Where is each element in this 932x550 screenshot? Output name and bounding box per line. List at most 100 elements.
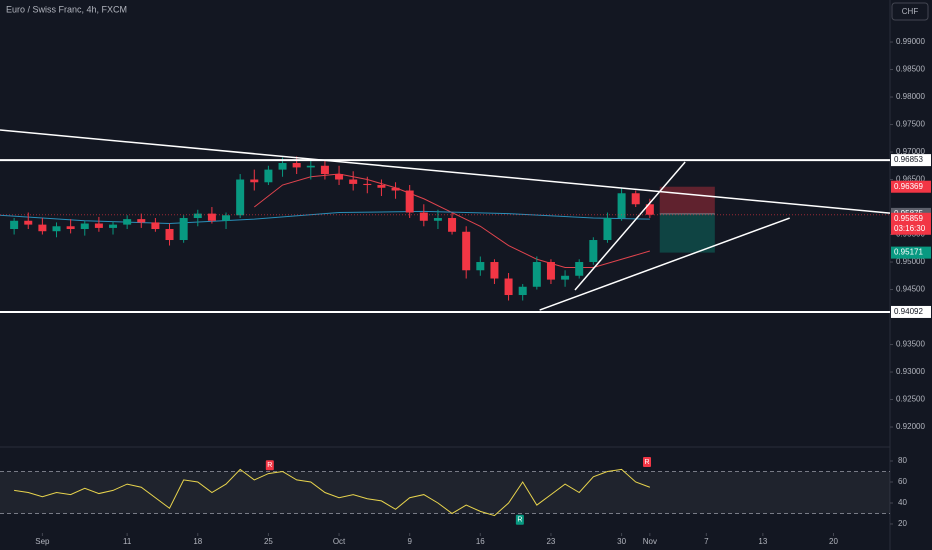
- candle-body: [109, 224, 118, 228]
- price-tag-label: 0.96369: [894, 182, 923, 191]
- divergence-label: R: [517, 517, 522, 524]
- level-label: 0.96853: [894, 155, 923, 164]
- candle-body: [278, 163, 287, 170]
- candle-body: [349, 179, 358, 184]
- candle-body: [419, 212, 428, 221]
- candle-body: [433, 218, 442, 221]
- candle-body: [645, 204, 654, 215]
- level-tag: [891, 305, 931, 318]
- candle-body: [561, 275, 570, 280]
- currency-button[interactable]: [891, 2, 929, 21]
- y-tick-label: 0.98500: [896, 65, 925, 74]
- y-tick-label: 0.93500: [896, 340, 925, 349]
- candle-body: [236, 179, 245, 216]
- x-tick-label: 20: [829, 537, 838, 546]
- candle-body: [363, 183, 372, 186]
- x-tick-label: 7: [704, 537, 709, 546]
- candle-body: [631, 193, 640, 205]
- candle-body: [518, 286, 527, 296]
- rsi-tick-label: 20: [898, 519, 907, 528]
- candle-body: [66, 226, 75, 230]
- candle-body: [94, 223, 103, 228]
- y-tick-label: 0.93000: [896, 367, 925, 376]
- x-tick-label: 23: [546, 537, 555, 546]
- candle-body: [38, 224, 47, 232]
- currency-label[interactable]: CHF: [902, 7, 919, 16]
- last-price-label: 0.95859: [894, 214, 923, 223]
- y-tick-label: 0.94500: [896, 285, 925, 294]
- trendline: [574, 161, 686, 291]
- stop-zone: [659, 186, 715, 214]
- candle-body: [462, 231, 471, 271]
- candle-body: [292, 163, 301, 168]
- x-tick-label: Oct: [333, 537, 346, 546]
- y-tick-label: 0.92000: [896, 422, 925, 431]
- y-tick-label: 0.96500: [896, 175, 925, 184]
- candle-body: [320, 165, 329, 175]
- rsi-tick-label: 80: [898, 456, 907, 465]
- y-tick-label: 0.99000: [896, 37, 925, 46]
- candle-body: [222, 215, 231, 221]
- candle-body: [377, 185, 386, 188]
- y-tick-label: 0.95000: [896, 257, 925, 266]
- candle-body: [10, 220, 19, 230]
- x-tick-label: 11: [123, 537, 132, 546]
- candle-body: [165, 229, 174, 241]
- level-label: 0.94092: [894, 307, 923, 316]
- candle-body: [391, 187, 400, 191]
- price-tag-label: 0.95171: [894, 248, 923, 257]
- candle-body: [575, 262, 584, 276]
- candle-body: [306, 165, 315, 168]
- candle-body: [504, 278, 513, 296]
- divergence-tag: [643, 457, 652, 468]
- divergence-tag: [515, 514, 524, 525]
- x-tick-label: 25: [264, 537, 273, 546]
- candle-body: [179, 218, 188, 241]
- rsi-tick-label: 40: [898, 498, 907, 507]
- level-tag: [891, 154, 931, 167]
- last-price-tag: [891, 212, 931, 235]
- x-tick-label: 9: [407, 537, 412, 546]
- candle-body: [137, 219, 146, 223]
- rsi-band: [0, 471, 890, 514]
- candle-body: [250, 179, 259, 183]
- trendline: [539, 217, 790, 311]
- divergence-label: R: [267, 462, 272, 469]
- x-tick-label: Nov: [643, 537, 657, 546]
- candle-body: [151, 222, 160, 230]
- candle-body: [448, 218, 457, 232]
- x-tick-label: 16: [476, 537, 485, 546]
- candle-body: [264, 169, 273, 183]
- candle-body: [405, 190, 414, 213]
- x-tick-label: Sep: [35, 537, 50, 546]
- x-tick-label: 13: [758, 537, 767, 546]
- x-tick-label: 30: [617, 537, 626, 546]
- candle-body: [603, 218, 612, 241]
- x-tick-label: 18: [193, 537, 202, 546]
- divergence-label: R: [644, 459, 649, 466]
- price-tag: [891, 180, 931, 193]
- candle-body: [123, 219, 132, 225]
- y-tick-label: 0.97500: [896, 120, 925, 129]
- countdown: 03:16:30: [894, 224, 926, 233]
- y-tick-label: 0.92500: [896, 395, 925, 404]
- y-tick-label: 0.97000: [896, 147, 925, 156]
- candle-body: [193, 213, 202, 219]
- candle-body: [52, 226, 61, 232]
- trendline: [0, 129, 891, 214]
- divergence-tag: [265, 460, 274, 471]
- candle-body: [80, 223, 89, 230]
- rsi-line: [14, 468, 651, 517]
- candle-body: [476, 262, 485, 271]
- candle-body: [546, 262, 555, 280]
- candle-body: [335, 174, 344, 180]
- rsi-tick-label: 60: [898, 477, 907, 486]
- y-tick-label: 0.98000: [896, 92, 925, 101]
- candle-body: [532, 262, 541, 287]
- candle-body: [24, 220, 33, 225]
- price-tag: [891, 246, 931, 259]
- chart-title: Euro / Swiss Franc, 4h, FXCM: [6, 4, 127, 14]
- target-zone: [659, 213, 715, 253]
- candle-body: [207, 213, 216, 221]
